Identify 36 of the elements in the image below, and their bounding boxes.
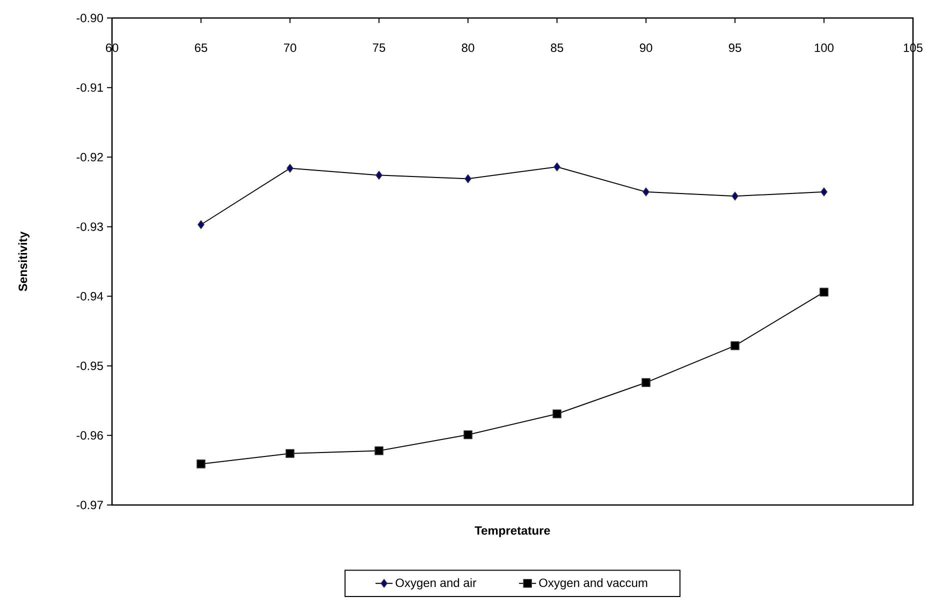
x-tick-label: 75 [372,44,386,52]
y-tick-label: -0.95 [76,362,103,370]
y-tick-label: -0.96 [76,431,103,440]
x-axis-title: Tempretature [474,526,550,538]
x-tick-label: 85 [550,44,564,52]
point [730,341,740,350]
x-tick-label: 95 [728,44,742,52]
point [286,449,294,458]
x-tick-label: 65 [194,44,208,52]
legend-label: Oxygen and vaccum [539,578,648,590]
point [376,170,382,180]
y-tick-label: -0.91 [76,83,103,92]
point [286,164,294,173]
point [554,162,560,172]
point [464,174,472,184]
point [642,378,650,387]
point [464,430,472,440]
y-tick-label: -0.94 [76,292,104,301]
x-tick-label: 90 [640,44,652,52]
x-tick-label: 70 [284,44,296,52]
x-tick-label: 80 [462,44,474,52]
y-tick-label: -0.90 [76,14,104,22]
y-axis-title: Sensitivity [18,232,30,292]
x-tick-label: 100 [814,44,834,52]
point [374,446,384,456]
point [198,220,204,230]
y-tick-label: -0.97 [76,500,103,510]
point [732,192,738,200]
y-tick-label: -0.93 [76,222,103,231]
point [552,409,562,418]
point [642,188,650,196]
legend-label: Oxygen and air [396,578,476,590]
point [196,460,206,468]
point [820,288,828,297]
y-tick-label: -0.92 [76,152,103,162]
point [820,188,828,196]
